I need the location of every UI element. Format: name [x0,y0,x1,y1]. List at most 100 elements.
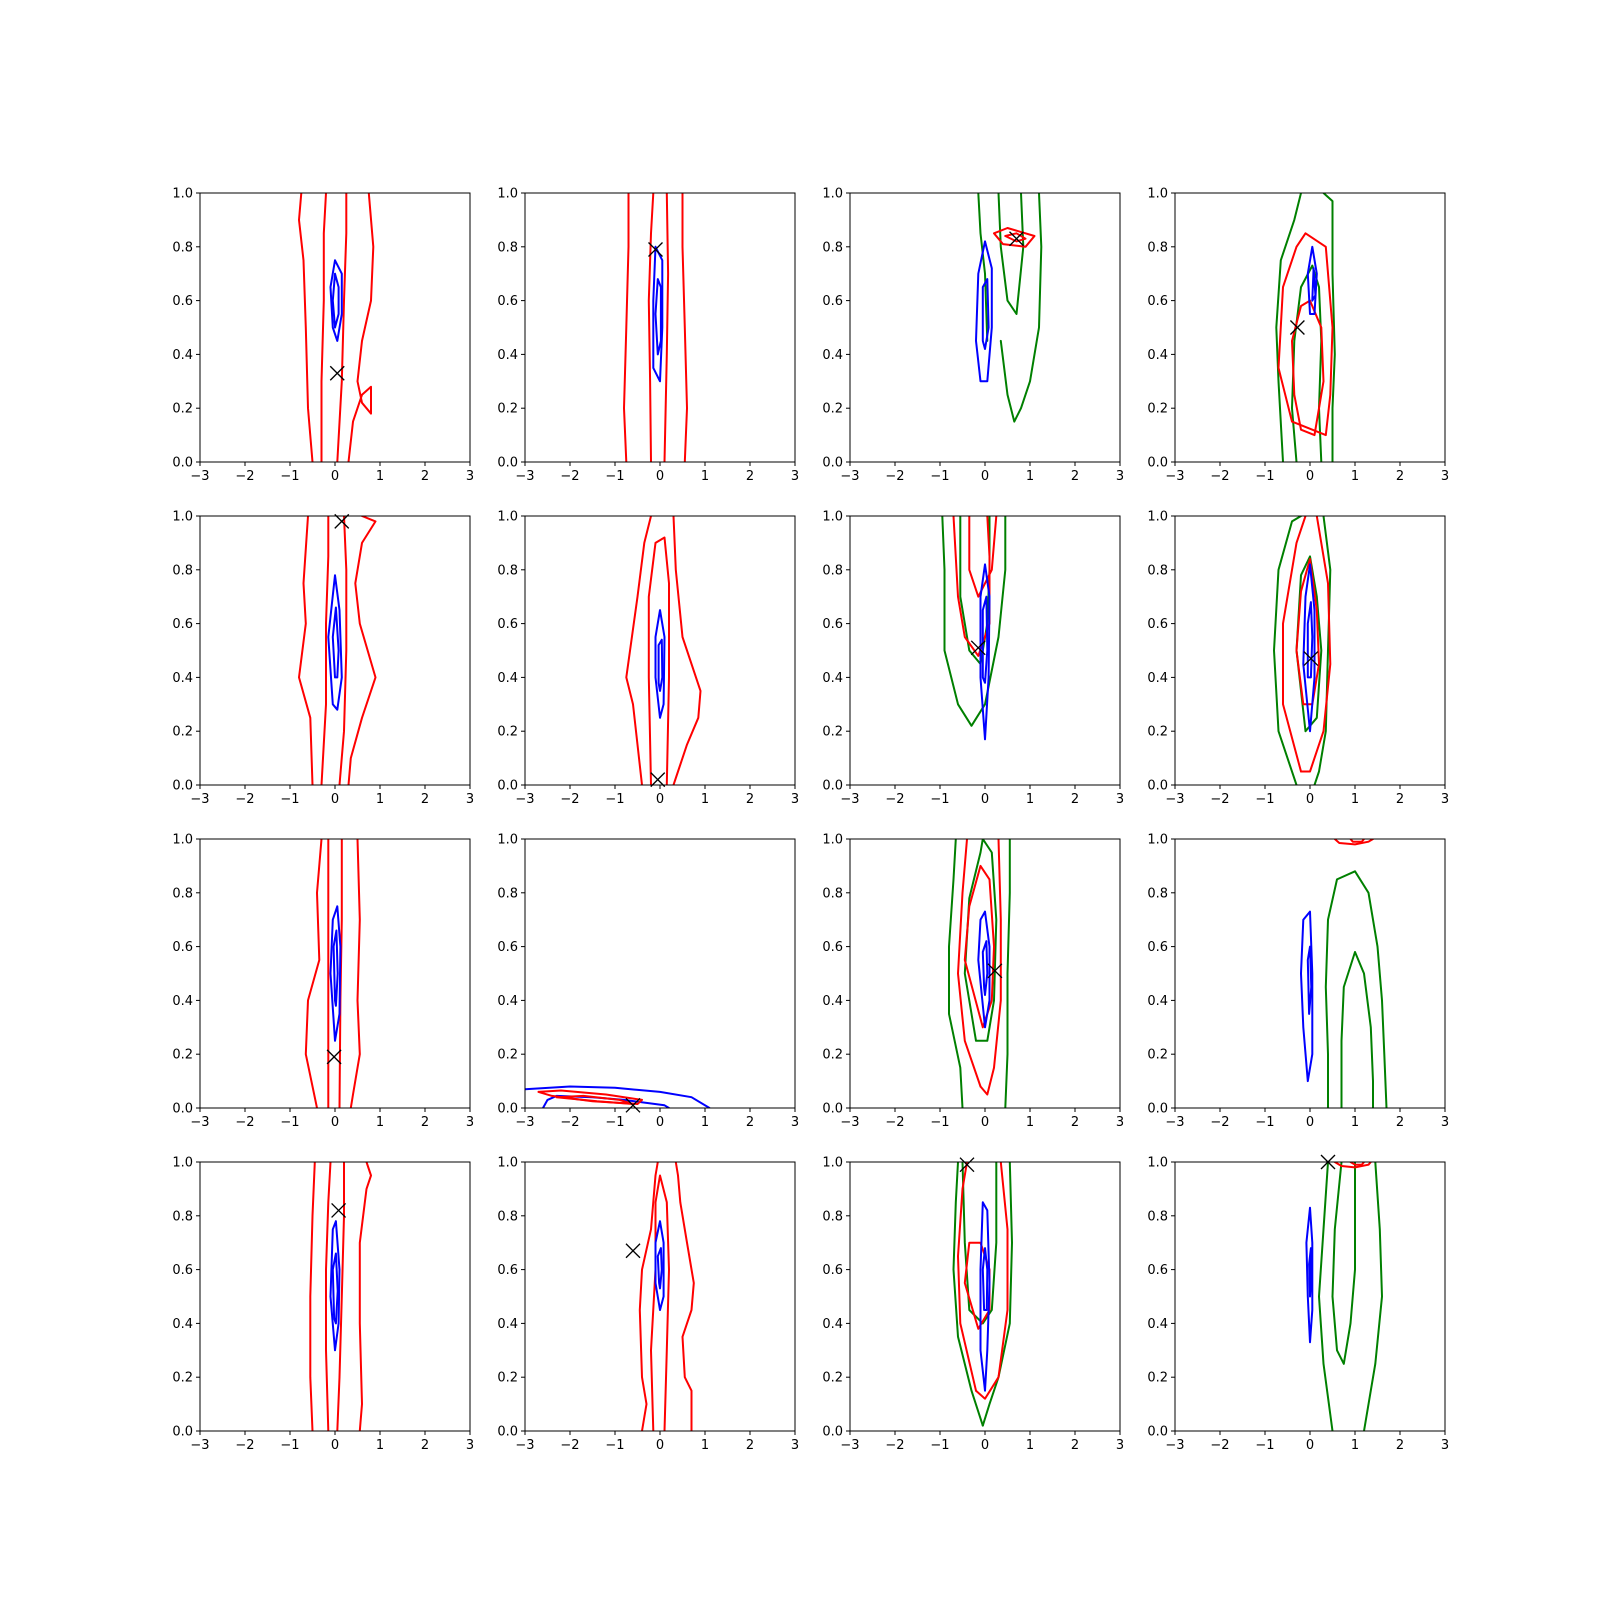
y-tick-label: 0.4 [497,1317,518,1332]
contour-blue-6 [331,272,340,329]
x-tick-label: 2 [421,469,429,484]
x-tick-label: 2 [746,1438,754,1453]
contour-green-4 [1340,951,1374,1108]
y-tick-label: 0.2 [822,725,843,740]
contour-red-4 [957,839,982,1088]
x-marker-stroke [334,513,350,529]
contour-blue-1 [1305,1206,1314,1344]
contour-lines [298,193,375,462]
x-tick-label: −3 [515,1438,534,1453]
y-tick-label: 0.6 [822,940,843,955]
contour-red-5 [975,1162,1009,1400]
contour-green-3 [961,1162,998,1325]
contour-lines [625,516,702,785]
y-tick-label: 0.8 [172,563,193,578]
contour-blue-5 [329,1220,341,1352]
y-tick-label: 0.6 [497,294,518,309]
x-tick-label: −1 [605,1438,624,1453]
x-tick-label: −3 [1165,1438,1184,1453]
contour-lines [304,839,361,1108]
subplot-13: −3 −2 −1 0 1 2 3 0.0 0.2 0.4 0.6 0.8 1.0 [172,1156,474,1454]
y-tick-label: 0.6 [822,617,843,632]
x-tick-label: 3 [1441,1438,1449,1453]
x-marker-stroke [1009,231,1024,247]
x-marker [1289,320,1305,335]
contour-red-3 [952,516,991,657]
y-tick-label: 0.6 [1147,1263,1168,1278]
contour-blue-8 [1306,601,1314,679]
contour-red-1 [298,516,314,785]
contour-blue-2 [1306,945,1313,1015]
y-tick-label: 0.0 [497,456,518,471]
x-tick-label: 3 [1116,792,1124,807]
x-tick-label: 3 [1116,1438,1124,1453]
y-tick-label: 0.0 [497,1425,518,1440]
contour-lines [638,1162,695,1431]
x-marker [970,640,986,656]
contour-red-2 [347,193,375,462]
y-tick-label: 0.6 [497,617,518,632]
x-tick-label: 1 [701,792,709,807]
contour-blue-7 [981,278,990,350]
x-marker [650,772,666,788]
subplot-3: −3 −2 −1 0 1 2 3 0.0 0.2 0.4 0.6 0.8 1.0 [822,187,1124,485]
y-tick-label: 0.2 [822,402,843,417]
y-tick-label: 0.2 [1147,1048,1168,1063]
x-tick-label: 2 [746,469,754,484]
x-tick-label: 1 [1351,469,1359,484]
subplot-16: −3 −2 −1 0 1 2 3 0.0 0.2 0.4 0.6 0.8 1.0 [1147,1154,1449,1453]
y-tick-label: 0.4 [172,348,193,363]
x-marker-stroke [625,1243,641,1259]
x-tick-label: −3 [515,792,534,807]
y-tick-label: 0.2 [1147,402,1168,417]
x-tick-label: 0 [331,469,339,484]
contour-blue-7 [1302,563,1316,733]
x-tick-label: 2 [1071,792,1079,807]
subplot-8: −3 −2 −1 0 1 2 3 0.0 0.2 0.4 0.6 0.8 1.0 [1147,510,1449,808]
x-tick-label: 1 [1026,469,1034,484]
x-marker [331,1202,347,1218]
x-tick-label: −2 [1210,792,1229,807]
y-tick-label: 1.0 [1147,833,1168,848]
contour-red-2 [681,193,688,462]
x-tick-label: 0 [981,469,989,484]
x-tick-label: 0 [981,1438,989,1453]
x-tick-label: −2 [235,792,254,807]
y-tick-label: 0.4 [497,994,518,1009]
x-tick-label: 0 [331,1438,339,1453]
contour-blue-6 [331,1252,339,1325]
x-tick-label: 0 [1306,792,1314,807]
contour-lines [1305,1162,1383,1431]
y-tick-label: 0.8 [1147,886,1168,901]
x-tick-label: 3 [1441,792,1449,807]
x-tick-label: 3 [791,1115,799,1130]
x-tick-label: 1 [1351,1438,1359,1453]
y-tick-label: 0.6 [172,294,193,309]
y-tick-label: 1.0 [1147,510,1168,525]
contour-red-4 [968,516,998,598]
contour-red-5 [979,839,1002,1096]
x-tick-label: −1 [1255,792,1274,807]
y-tick-label: 0.8 [497,240,518,255]
y-tick-label: 0.4 [822,348,843,363]
y-tick-label: 0.2 [822,1048,843,1063]
contour-blue-5 [656,1247,663,1290]
x-tick-label: −3 [515,469,534,484]
y-tick-label: 0.4 [1147,348,1168,363]
contour-red-3 [647,536,670,785]
contour-red-4 [663,193,670,462]
contour-red-7 [1349,1162,1365,1166]
y-tick-label: 0.0 [1147,1425,1168,1440]
x-tick-label: −2 [235,1115,254,1130]
contour-red-6 [1349,839,1365,843]
x-tick-label: 2 [1071,1438,1079,1453]
y-tick-label: 0.0 [1147,1102,1168,1117]
y-tick-label: 0.2 [172,1371,193,1386]
y-tick-label: 0.0 [497,779,518,794]
contour-green-1 [948,839,964,1108]
x-tick-label: 0 [981,792,989,807]
contour-red-4 [1282,516,1307,773]
contour-red-1 [638,1162,659,1431]
contour-blue-6 [975,240,993,383]
contour-green-3 [999,193,1043,423]
